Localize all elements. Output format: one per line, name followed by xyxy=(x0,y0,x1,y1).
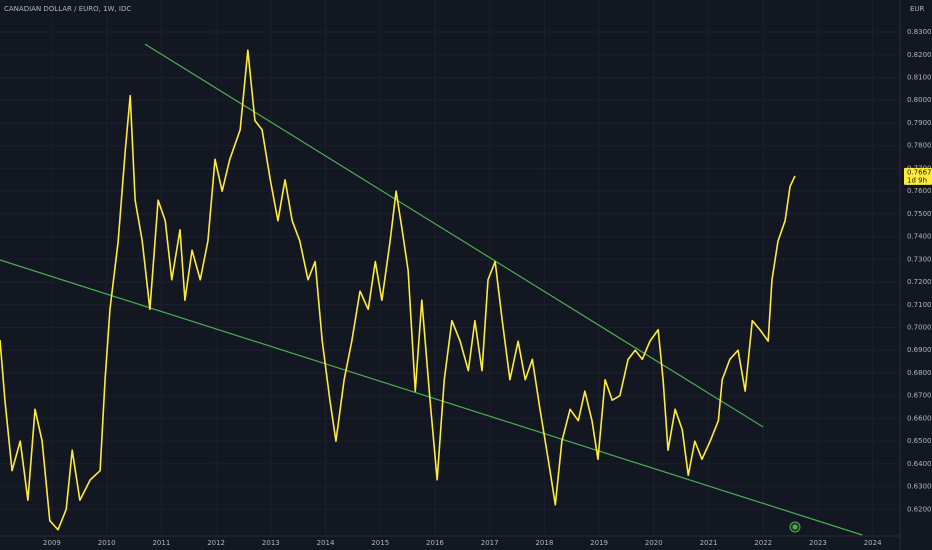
trendline xyxy=(0,259,863,536)
x-tick-label: 2012 xyxy=(207,539,225,547)
y-tick-label: 0.6400 xyxy=(907,460,932,468)
axes: 0.6200 0.6300 0.6400 0.6500 0.6600 0.6700 0.68… xyxy=(43,28,932,547)
countdown: 1d 9h xyxy=(907,176,927,184)
y-unit: EUR xyxy=(910,5,925,13)
y-tick-label: 0.8300 xyxy=(907,28,932,36)
y-tick-label: 0.6300 xyxy=(907,483,932,491)
y-tick-label: 0.7500 xyxy=(907,210,932,218)
chart-title: CANADIAN DOLLAR / EURO, 1W, IDC xyxy=(4,5,131,13)
y-tick-label: 0.6500 xyxy=(907,437,932,445)
x-tick-label: 2019 xyxy=(590,539,608,547)
price-line xyxy=(0,49,796,531)
x-tick-label: 2018 xyxy=(535,539,553,547)
plot xyxy=(0,43,863,536)
y-tick-label: 0.8100 xyxy=(907,74,932,82)
x-tick-label: 2013 xyxy=(262,539,280,547)
y-tick-label: 0.7900 xyxy=(907,119,932,127)
y-tick-label: 0.7000 xyxy=(907,324,932,332)
last-price-label: 0.7667 xyxy=(907,168,932,176)
x-tick-label: 2021 xyxy=(700,539,718,547)
x-tick-label: 2014 xyxy=(317,539,335,547)
y-tick-label: 0.6200 xyxy=(907,505,932,513)
x-tick-label: 2016 xyxy=(426,539,444,547)
x-tick-label: 2023 xyxy=(809,539,827,547)
y-tick-label: 0.7800 xyxy=(907,142,932,150)
event-icon-dot xyxy=(792,524,798,530)
y-tick-label: 0.7400 xyxy=(907,233,932,241)
x-tick-label: 2017 xyxy=(481,539,499,547)
x-tick-label: 2009 xyxy=(43,539,61,547)
y-tick-label: 0.6700 xyxy=(907,392,932,400)
y-tick-label: 0.6900 xyxy=(907,346,932,354)
trendline xyxy=(144,43,764,428)
y-tick-label: 0.7200 xyxy=(907,278,932,286)
grid xyxy=(0,0,900,535)
x-tick-label: 2011 xyxy=(152,539,170,547)
x-tick-label: 2024 xyxy=(864,539,882,547)
y-tick-label: 0.7300 xyxy=(907,255,932,263)
x-tick-label: 2015 xyxy=(371,539,389,547)
last-price-tag xyxy=(904,167,932,185)
y-tick-label: 0.8000 xyxy=(907,96,932,104)
y-tick-label: 0.7600 xyxy=(907,187,932,195)
y-tick-label: 0.8200 xyxy=(907,51,932,59)
x-tick-label: 2022 xyxy=(754,539,772,547)
x-tick-label: 2020 xyxy=(645,539,663,547)
y-tick-label: 0.7100 xyxy=(907,301,932,309)
y-tick-label: 0.6800 xyxy=(907,369,932,377)
x-tick-label: 2010 xyxy=(98,539,116,547)
y-tick-label: 0.6600 xyxy=(907,414,932,422)
